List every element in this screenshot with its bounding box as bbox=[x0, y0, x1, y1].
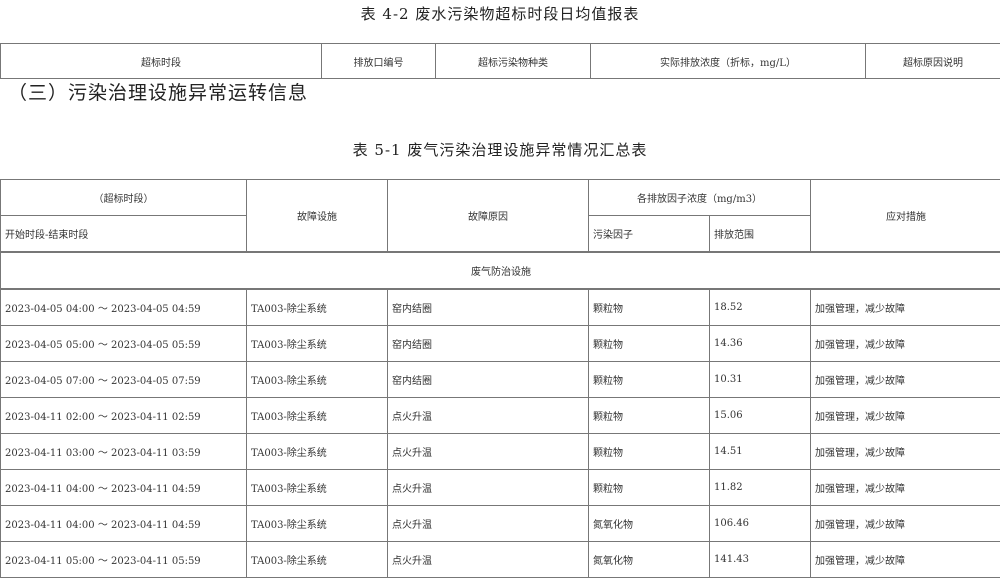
table-header-row: 超标时段 排放口编号 超标污染物种类 实际排放浓度（折标，mg/L） 超标原因说… bbox=[1, 44, 1000, 79]
cell-reason: 点火升温 bbox=[388, 506, 589, 542]
cell-measures: 加强管理，减少故障 bbox=[811, 542, 1000, 578]
cell-period: 2023-04-11 03:00 ～ 2023-04-11 03:59 bbox=[1, 434, 247, 470]
facility-anomaly-table: （超标时段） 故障设施 故障原因 各排放因子浓度（mg/m3） 应对措施 开始时… bbox=[0, 179, 1000, 578]
cell-period: 2023-04-05 04:00 ～ 2023-04-05 04:59 bbox=[1, 289, 247, 326]
header-pollutant: 超标污染物种类 bbox=[436, 44, 591, 79]
cell-range: 141.43 bbox=[710, 542, 811, 578]
table-5-1-title: 表 5-1 废气污染治理设施异常情况汇总表 bbox=[0, 139, 1000, 160]
cell-reason: 窑内结圈 bbox=[388, 326, 589, 362]
cell-reason: 点火升温 bbox=[388, 470, 589, 506]
cell-factor: 颗粒物 bbox=[589, 326, 710, 362]
header-period: 超标时段 bbox=[1, 44, 322, 79]
header-concentration: 实际排放浓度（折标，mg/L） bbox=[591, 44, 866, 79]
cell-reason: 窑内结圈 bbox=[388, 289, 589, 326]
cell-reason: 窑内结圈 bbox=[388, 362, 589, 398]
cell-factor: 氮氧化物 bbox=[589, 542, 710, 578]
cell-reason: 点火升温 bbox=[388, 398, 589, 434]
cell-factor: 颗粒物 bbox=[589, 398, 710, 434]
cell-facility: TA003-除尘系统 bbox=[247, 542, 388, 578]
header-period: 开始时段-结束时段 bbox=[1, 216, 247, 253]
cell-period: 2023-04-05 07:00 ～ 2023-04-05 07:59 bbox=[1, 362, 247, 398]
cell-reason: 点火升温 bbox=[388, 434, 589, 470]
cell-factor: 颗粒物 bbox=[589, 434, 710, 470]
cell-range: 18.52 bbox=[710, 289, 811, 326]
header-reason: 超标原因说明 bbox=[866, 44, 1000, 79]
cell-measures: 加强管理，减少故障 bbox=[811, 434, 1000, 470]
cell-facility: TA003-除尘系统 bbox=[247, 506, 388, 542]
header-period-group: （超标时段） bbox=[1, 180, 247, 216]
cell-measures: 加强管理，减少故障 bbox=[811, 289, 1000, 326]
section-row: 废气防治设施 bbox=[1, 252, 1000, 289]
section-heading: （三）污染治理设施异常运转信息 bbox=[8, 78, 308, 105]
cell-facility: TA003-除尘系统 bbox=[247, 434, 388, 470]
cell-period: 2023-04-11 04:00 ～ 2023-04-11 04:59 bbox=[1, 470, 247, 506]
header-facility: 故障设施 bbox=[247, 180, 388, 253]
cell-range: 14.36 bbox=[710, 326, 811, 362]
header-range: 排放范围 bbox=[710, 216, 811, 253]
cell-period: 2023-04-11 05:00 ～ 2023-04-11 05:59 bbox=[1, 542, 247, 578]
cell-facility: TA003-除尘系统 bbox=[247, 398, 388, 434]
cell-measures: 加强管理，减少故障 bbox=[811, 362, 1000, 398]
cell-reason: 点火升温 bbox=[388, 542, 589, 578]
cell-range: 14.51 bbox=[710, 434, 811, 470]
cell-facility: TA003-除尘系统 bbox=[247, 289, 388, 326]
cell-range: 15.06 bbox=[710, 398, 811, 434]
cell-period: 2023-04-05 05:00 ～ 2023-04-05 05:59 bbox=[1, 326, 247, 362]
cell-facility: TA003-除尘系统 bbox=[247, 470, 388, 506]
cell-range: 11.82 bbox=[710, 470, 811, 506]
cell-measures: 加强管理，减少故障 bbox=[811, 470, 1000, 506]
cell-range: 10.31 bbox=[710, 362, 811, 398]
cell-measures: 加强管理，减少故障 bbox=[811, 398, 1000, 434]
cell-measures: 加强管理，减少故障 bbox=[811, 506, 1000, 542]
cell-factor: 颗粒物 bbox=[589, 470, 710, 506]
header-factor: 污染因子 bbox=[589, 216, 710, 253]
wastewater-exceedance-table: 超标时段 排放口编号 超标污染物种类 实际排放浓度（折标，mg/L） 超标原因说… bbox=[0, 43, 1000, 79]
cell-measures: 加强管理，减少故障 bbox=[811, 326, 1000, 362]
cell-facility: TA003-除尘系统 bbox=[247, 362, 388, 398]
header-outlet: 排放口编号 bbox=[322, 44, 436, 79]
cell-factor: 颗粒物 bbox=[589, 362, 710, 398]
header-concentration-group: 各排放因子浓度（mg/m3） bbox=[589, 180, 811, 216]
cell-range: 106.46 bbox=[710, 506, 811, 542]
cell-factor: 氮氧化物 bbox=[589, 506, 710, 542]
cell-period: 2023-04-11 04:00 ～ 2023-04-11 04:59 bbox=[1, 506, 247, 542]
cell-factor: 颗粒物 bbox=[589, 289, 710, 326]
header-reason: 故障原因 bbox=[388, 180, 589, 253]
cell-period: 2023-04-11 02:00 ～ 2023-04-11 02:59 bbox=[1, 398, 247, 434]
header-measures: 应对措施 bbox=[811, 180, 1000, 253]
cell-facility: TA003-除尘系统 bbox=[247, 326, 388, 362]
table-4-2-title: 表 4-2 废水污染物超标时段日均值报表 bbox=[0, 3, 1000, 24]
